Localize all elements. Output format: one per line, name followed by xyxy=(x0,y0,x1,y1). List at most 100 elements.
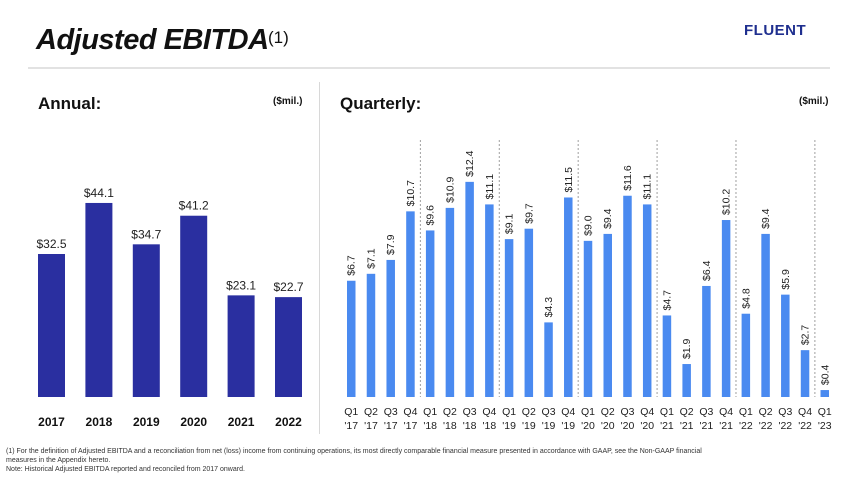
quarterly-bar-value-label: $4.3 xyxy=(543,297,555,318)
quarterly-bar-value-label: $9.4 xyxy=(760,208,772,229)
quarterly-category-year-label: '19 xyxy=(502,420,516,432)
quarterly-bar xyxy=(741,313,751,397)
quarterly-category-quarter-label: Q1 xyxy=(423,406,437,418)
quarterly-bar-value-label: $9.6 xyxy=(425,205,437,226)
quarterly-bar-value-label: $11.6 xyxy=(622,165,634,191)
quarterly-bar xyxy=(721,220,731,397)
quarterly-bar xyxy=(623,195,632,397)
annual-bar-value-label: $44.1 xyxy=(84,186,114,200)
quarterly-category-year-label: '18 xyxy=(443,420,457,432)
quarterly-bar xyxy=(761,233,770,397)
annual-category-label: 2017 xyxy=(38,415,65,429)
quarterly-category-quarter-label: Q3 xyxy=(542,406,556,418)
quarterly-category-year-label: '21 xyxy=(700,420,714,432)
quarterly-category-year-label: '17 xyxy=(404,420,418,432)
header-divider xyxy=(28,67,830,69)
quarterly-category-quarter-label: Q2 xyxy=(364,406,378,418)
quarterly-bar-value-label: $6.4 xyxy=(701,260,713,281)
quarterly-bar-value-label: $1.9 xyxy=(681,338,693,359)
annual-bar-value-label: $41.2 xyxy=(179,199,209,213)
quarterly-category-quarter-label: Q2 xyxy=(680,406,694,418)
quarterly-bar xyxy=(820,390,830,397)
quarterly-category-quarter-label: Q2 xyxy=(601,406,615,418)
quarterly-category-quarter-label: Q1 xyxy=(739,406,753,418)
annual-category-label: 2021 xyxy=(228,415,255,429)
quarterly-category-year-label: '21 xyxy=(680,420,694,432)
annual-bar-value-label: $32.5 xyxy=(36,237,66,251)
quarterly-bar-value-label: $9.7 xyxy=(523,203,535,224)
quarterly-bar-value-label: $0.4 xyxy=(819,364,831,385)
quarterly-bar xyxy=(662,315,672,397)
annual-bar xyxy=(85,202,113,397)
annual-category-label: 2019 xyxy=(133,415,160,429)
quarterly-bar-value-label: $4.8 xyxy=(740,288,752,309)
quarterly-category-year-label: '21 xyxy=(660,420,674,432)
company-logo: FLUENT xyxy=(744,22,807,39)
quarterly-category-quarter-label: Q1 xyxy=(344,406,358,418)
annual-category-label: 2018 xyxy=(86,415,113,429)
quarterly-category-quarter-label: Q4 xyxy=(719,406,733,418)
quarterly-bar-value-label: $12.4 xyxy=(464,150,476,176)
quarterly-bar-value-label: $11.1 xyxy=(484,174,496,200)
quarterly-bar xyxy=(524,228,534,397)
annual-bar xyxy=(38,254,65,397)
annual-bar xyxy=(275,297,302,397)
quarterly-bar xyxy=(366,273,376,397)
quarterly-category-year-label: '17 xyxy=(344,420,358,432)
quarterly-bar-value-label: $9.1 xyxy=(504,214,516,235)
quarterly-bar xyxy=(603,233,612,397)
quarterly-category-year-label: '20 xyxy=(581,420,595,432)
quarterly-bar xyxy=(386,259,395,397)
quarterly-bar xyxy=(800,350,810,397)
quarterly-category-year-label: '20 xyxy=(621,420,635,432)
quarterly-category-year-label: '22 xyxy=(798,420,812,432)
quarterly-bar xyxy=(425,230,435,397)
quarterly-category-year-label: '18 xyxy=(423,420,437,432)
quarterly-category-quarter-label: Q4 xyxy=(561,406,575,418)
quarterly-bar xyxy=(465,181,474,397)
quarterly-bar xyxy=(445,207,455,397)
quarterly-bar xyxy=(564,197,573,397)
quarterly-bar-value-label: $9.0 xyxy=(583,215,595,236)
quarterly-category-quarter-label: Q4 xyxy=(640,406,654,418)
quarterly-bar xyxy=(485,204,494,397)
quarterly-bar-value-label: $6.7 xyxy=(346,255,358,276)
quarterly-bar xyxy=(702,285,711,397)
quarterly-category-quarter-label: Q3 xyxy=(620,406,634,418)
quarterly-bar-value-label: $5.9 xyxy=(780,269,792,290)
annual-bar-value-label: $34.7 xyxy=(131,227,161,241)
quarterly-bar xyxy=(406,211,415,397)
annual-unit-label: ($mil.) xyxy=(273,96,303,107)
quarterly-bar-value-label: $11.1 xyxy=(642,174,654,200)
quarterly-category-year-label: '19 xyxy=(522,420,536,432)
page-title: Adjusted EBITDA xyxy=(36,24,269,56)
footnote-note: Note: Historical Adjusted EBITDA reporte… xyxy=(6,466,245,473)
quarterly-category-quarter-label: Q2 xyxy=(443,406,457,418)
annual-bar xyxy=(227,295,255,397)
quarterly-bar-value-label: $9.4 xyxy=(602,208,614,229)
quarterly-bar-value-label: $4.7 xyxy=(661,290,673,311)
quarterly-bar-value-label: $10.9 xyxy=(444,176,456,202)
quarterly-category-year-label: '18 xyxy=(463,420,477,432)
footnotes: (1) For the definition of Adjusted EBITD… xyxy=(6,447,726,474)
quarterly-category-quarter-label: Q1 xyxy=(818,406,832,418)
quarterly-category-year-label: '22 xyxy=(778,420,792,432)
quarterly-category-quarter-label: Q2 xyxy=(522,406,536,418)
quarterly-category-year-label: '19 xyxy=(542,420,556,432)
quarterly-heading: Quarterly: xyxy=(340,94,422,113)
quarterly-bar xyxy=(583,240,593,397)
annual-category-label: 2020 xyxy=(180,415,207,429)
quarterly-bar xyxy=(642,204,652,397)
quarterly-category-quarter-label: Q4 xyxy=(403,406,417,418)
quarterly-category-year-label: '18 xyxy=(483,420,497,432)
quarterly-category-year-label: '20 xyxy=(601,420,615,432)
quarterly-category-year-label: '22 xyxy=(739,420,753,432)
title-footnote-marker: (1) xyxy=(268,28,289,47)
quarterly-category-quarter-label: Q2 xyxy=(759,406,773,418)
quarterly-unit-label: ($mil.) xyxy=(799,96,829,107)
quarterly-category-year-label: '17 xyxy=(364,420,378,432)
quarterly-category-quarter-label: Q3 xyxy=(699,406,713,418)
quarterly-category-year-label: '22 xyxy=(759,420,773,432)
quarterly-category-quarter-label: Q1 xyxy=(502,406,516,418)
